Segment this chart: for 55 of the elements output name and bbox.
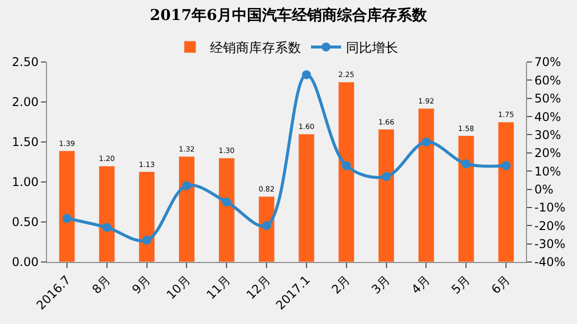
y2-tick-label: -40% [534,255,566,270]
bar [138,171,156,262]
point [422,138,431,146]
y2-tick-label: 10% [534,164,562,178]
point [302,70,311,80]
y2-tick-label: 60% [534,73,562,88]
y2-tick-label: -10% [534,200,566,215]
bar [418,108,434,262]
bar [498,122,514,262]
y2-tick-label: 30% [534,128,562,142]
point [502,161,511,170]
y-tick-label: 0.50 [12,215,39,230]
legend-label: 经销商库存系数 [210,41,301,56]
bar [218,158,235,262]
bar [378,128,395,262]
bar [298,134,315,262]
chart-title: 2017年6月中国汽车经销商综合库存系数 [150,6,428,24]
y2-tick-label: 40% [534,110,562,124]
bar [338,82,355,262]
y2-tick-label: -30% [534,237,566,252]
y2-tick-label: -20% [534,218,566,233]
point [102,222,112,232]
point [142,236,152,245]
x-tick-label: 8月 [89,272,114,297]
point [262,221,272,230]
bar [258,196,275,262]
point [222,198,232,206]
point [382,172,391,182]
bar [458,135,474,262]
x-tick-label: 6月 [488,272,512,297]
x-tick-label: 2月 [328,272,353,297]
y-tick-label: 0.00 [12,255,39,270]
y2-tick-label: 20% [534,146,562,160]
x-tick-label: 9月 [129,272,154,297]
x-tick-label: 12月 [244,272,273,302]
legend-label: 同比增长 [346,41,398,56]
y2-tick-label: 70% [534,55,562,70]
x-tick-label: 5月 [448,272,472,297]
y-tick-label: 1.00 [12,175,39,190]
point [342,161,351,170]
bar [58,150,76,262]
x-tick-label: 10月 [164,272,194,302]
y2-tick-label: 50% [534,92,562,106]
y2-tick-label: 0% [534,182,554,196]
x-tick-label: 3月 [368,272,393,297]
point [182,181,192,190]
x-tick-label: 11月 [204,272,233,302]
x-tick-label: 4月 [408,272,433,297]
y-tick-label: 2.50 [12,55,39,70]
y-tick-label: 1.50 [12,135,39,150]
point [62,214,72,223]
bar [98,166,116,262]
point [462,159,471,168]
y-tick-label: 2.00 [12,95,39,110]
bar [178,156,195,262]
